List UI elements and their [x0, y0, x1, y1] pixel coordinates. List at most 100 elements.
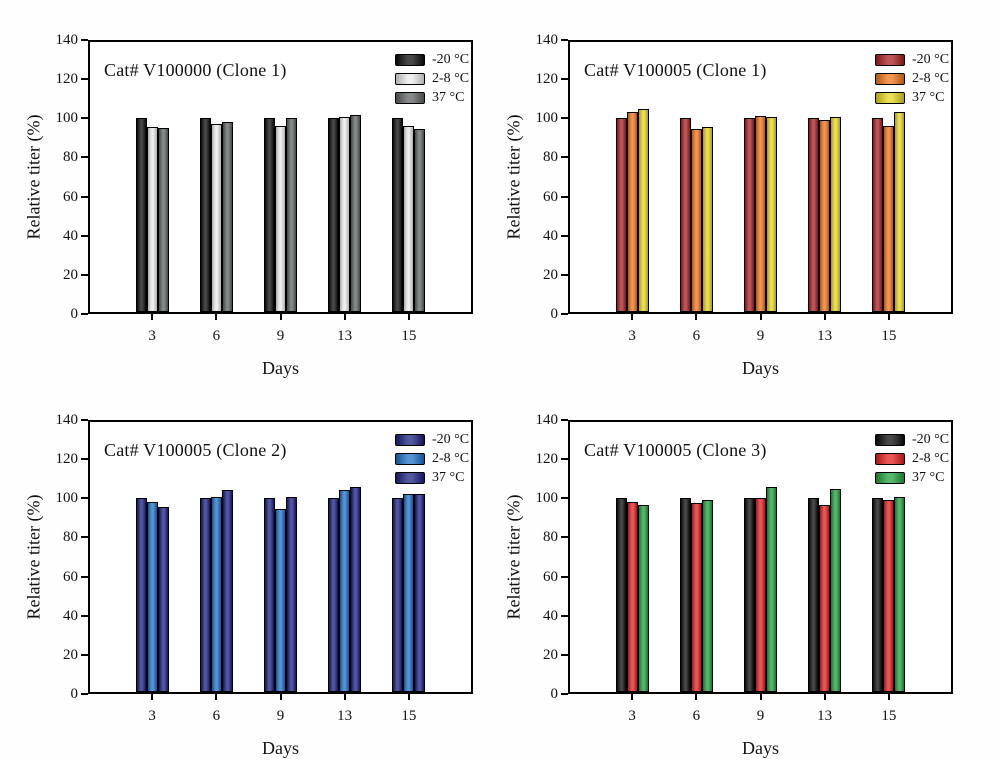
y-tickmark: [561, 497, 568, 500]
legend-label: 37 °C: [912, 89, 945, 105]
legend-swatch-2-8c: [395, 452, 425, 465]
x-tick-label: 3: [628, 328, 636, 344]
bar-37°C-day9: [286, 496, 297, 692]
legend: -20 °C 2-8 °C 37 °C: [875, 50, 949, 107]
legend-swatch-minus20c: [395, 433, 425, 446]
y-tick-label: 20: [63, 266, 78, 283]
y-tick-label: 80: [543, 529, 558, 546]
legend: -20 °C 2-8 °C 37 °C: [395, 50, 469, 107]
y-tick-label: 20: [63, 646, 78, 663]
bar--20°C-day13: [328, 117, 340, 312]
bar--20°C-day3: [135, 497, 147, 692]
y-tick-label: 140: [55, 412, 79, 428]
y-tickmark: [81, 195, 88, 198]
x-tick-label: 13: [337, 328, 353, 344]
y-tick-label: 60: [543, 188, 558, 205]
y-tickmark: [81, 234, 88, 237]
y-tick-label: 60: [63, 188, 78, 205]
x-tick-label: 6: [212, 708, 221, 724]
bar--20°C-day15: [392, 497, 404, 692]
bar-37°C-day15: [414, 493, 426, 692]
y-tick-label: 0: [70, 686, 79, 702]
bar-2-8°C-day6: [690, 129, 702, 312]
bar-37°C-day13: [350, 487, 362, 692]
y-tickmark: [561, 693, 568, 695]
bar-2-8°C-day15: [403, 493, 415, 692]
x-tick-label: 9: [276, 328, 285, 344]
bar-2-8°C-day3: [626, 111, 638, 312]
y-tickmark: [561, 78, 568, 81]
x-tick-label: 15: [881, 708, 897, 724]
bar--20°C-day3: [615, 497, 627, 692]
bar--20°C-day15: [872, 117, 884, 312]
bar--20°C-day9: [264, 117, 275, 312]
y-tick-label: 40: [543, 607, 558, 624]
bar-2-8°C-day9: [275, 509, 286, 692]
legend-swatch-minus20c: [875, 53, 905, 66]
bar-2-8°C-day6: [210, 496, 222, 692]
legend-label: -20 °C: [912, 431, 950, 447]
bar--20°C-day3: [135, 117, 147, 312]
y-tick-label: 40: [63, 607, 78, 624]
bar--20°C-day13: [808, 497, 820, 692]
y-tick-label: 120: [55, 71, 79, 88]
y-axis-label: Relative titer (%): [503, 114, 524, 240]
y-tickmark: [81, 156, 88, 159]
x-tick-label: 3: [628, 708, 636, 724]
bar-37°C-day3: [637, 504, 649, 692]
y-tick-label: 100: [535, 490, 559, 507]
legend: -20 °C 2-8 °C 37 °C: [875, 430, 949, 487]
bar--20°C-day6: [199, 117, 211, 312]
y-tickmark: [561, 313, 568, 315]
bar--20°C-day6: [679, 497, 691, 692]
chart-title: Cat# V100005 (Clone 2): [104, 440, 287, 460]
bar-2-8°C-day9: [755, 497, 766, 692]
legend-label: -20 °C: [432, 431, 470, 447]
bar-2-8°C-day15: [403, 126, 415, 312]
bar-37°C-day9: [766, 116, 777, 312]
x-tickmark: [823, 314, 826, 320]
legend-swatch-37c: [875, 91, 905, 104]
bar-2-8°C-day3: [626, 501, 638, 692]
y-tickmark: [561, 39, 568, 41]
bar--20°C-day6: [679, 117, 691, 312]
y-tickmark: [561, 273, 568, 276]
legend-item: 37 °C: [875, 88, 949, 107]
y-tickmark: [81, 78, 88, 81]
x-tick-label: 3: [148, 708, 156, 724]
y-tick-label: 140: [535, 32, 559, 48]
chart-title: Cat# V100000 (Clone 1): [104, 60, 287, 80]
bar-37°C-day6: [221, 121, 233, 312]
x-axis-label: Days: [742, 358, 779, 378]
x-tickmark: [631, 314, 634, 320]
y-tick-label: 80: [63, 149, 78, 166]
y-tick-label: 120: [55, 451, 79, 468]
y-tick-label: 20: [543, 266, 558, 283]
x-tickmark: [759, 694, 762, 700]
bar-37°C-day6: [701, 499, 713, 692]
bar--20°C-day6: [199, 497, 211, 692]
y-tickmark: [561, 536, 568, 539]
bar-37°C-day9: [766, 487, 777, 692]
x-tick-label: 15: [401, 708, 417, 724]
y-tickmark: [561, 458, 568, 461]
y-tick-label: 0: [550, 306, 559, 322]
x-tick-label: 13: [817, 328, 833, 344]
y-tickmark: [561, 156, 568, 159]
bar-2-8°C-day3: [146, 127, 158, 312]
x-tickmark: [407, 314, 410, 320]
y-tick-label: 40: [543, 227, 558, 244]
y-tick-label: 100: [55, 490, 79, 507]
y-tickmark: [81, 693, 88, 695]
y-tickmark: [81, 575, 88, 578]
x-tickmark: [151, 694, 154, 700]
bar-37°C-day3: [157, 128, 169, 312]
legend-label: 2-8 °C: [432, 70, 470, 86]
y-tick-label: 40: [63, 227, 78, 244]
legend-swatch-2-8c: [875, 72, 905, 85]
y-tick-label: 100: [55, 110, 79, 127]
x-tick-label: 9: [276, 708, 285, 724]
bar--20°C-day15: [392, 117, 404, 312]
y-tickmark: [561, 653, 568, 656]
bar-2-8°C-day6: [210, 123, 222, 312]
